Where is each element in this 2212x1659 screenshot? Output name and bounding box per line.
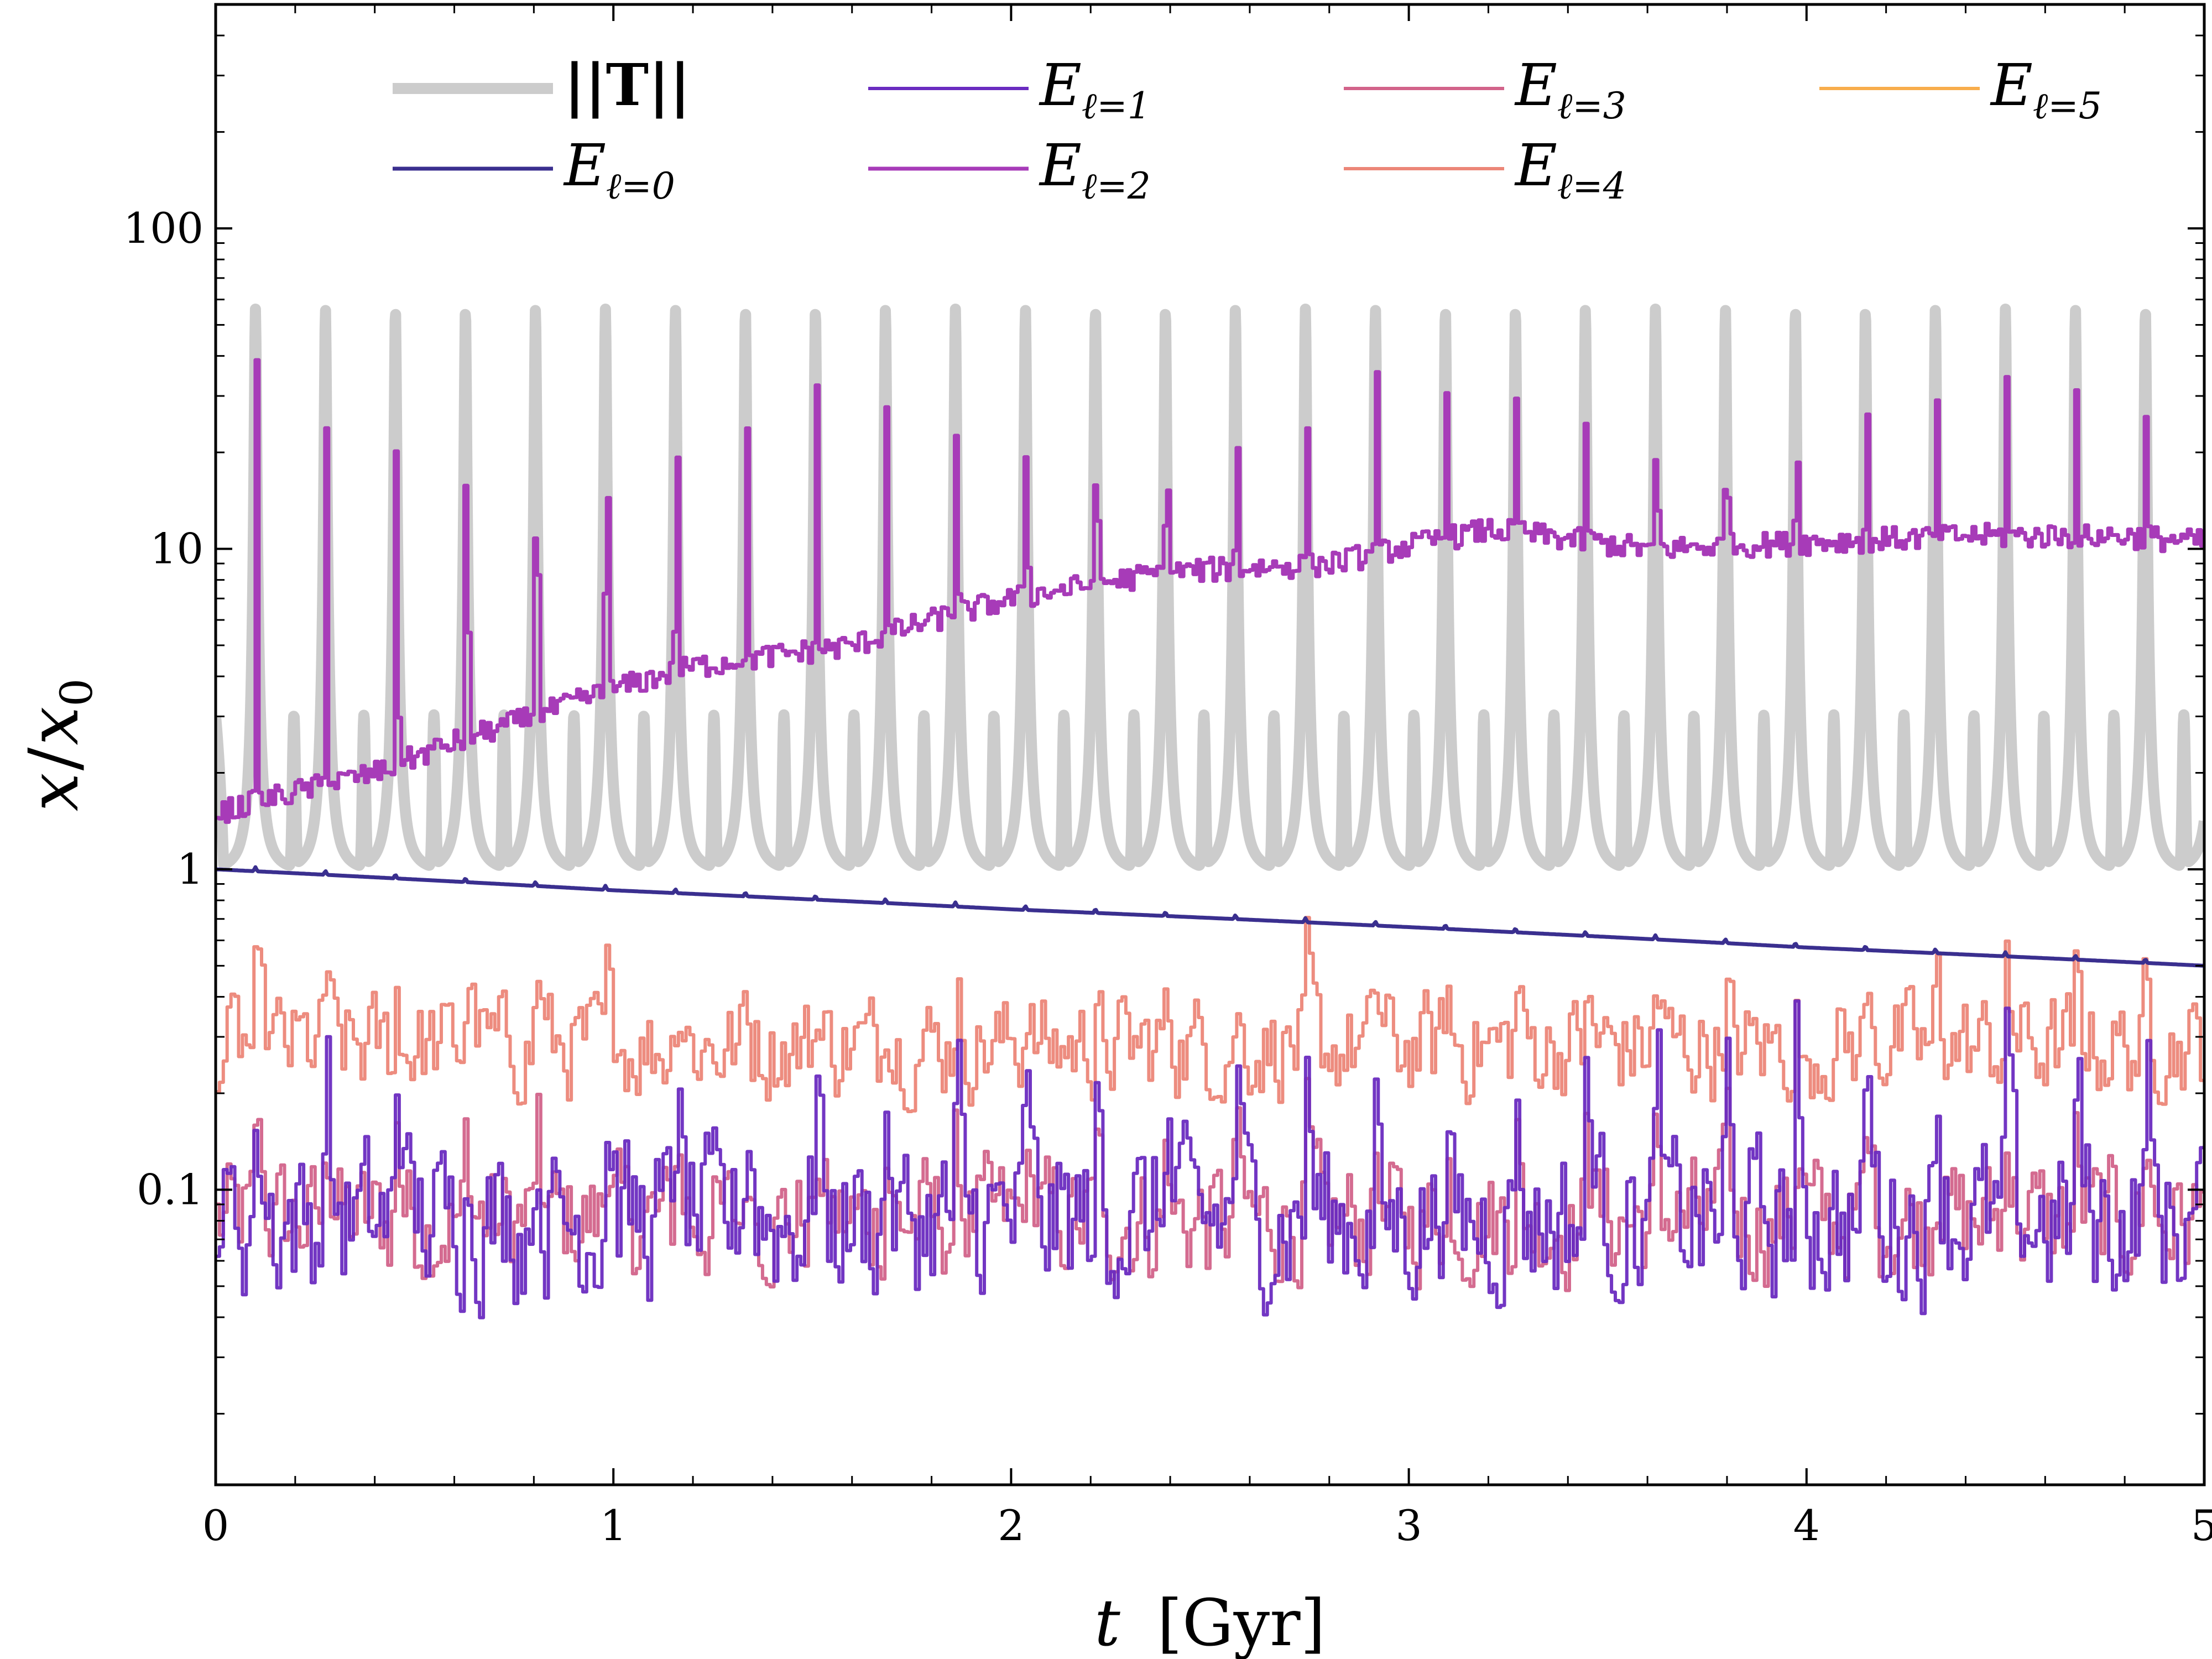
y-tick-label: 100 xyxy=(123,204,204,253)
legend-label-3: Eℓ=2 xyxy=(1039,132,1151,207)
series-line-e-l-2 xyxy=(216,358,2204,824)
y-axis-label: x/x0 xyxy=(14,679,102,812)
x-tick-label: 3 xyxy=(1395,1501,1422,1550)
legend-label-0: ||T|| xyxy=(564,51,691,119)
series-layer xyxy=(216,304,2204,1319)
x-tick-label: 1 xyxy=(600,1501,627,1550)
plot-frame xyxy=(214,3,2206,1486)
labels-layer: 0 1 2 3 4 5 0.1 1 10 100 xyxy=(123,204,2212,1550)
series-line-e-l-4 xyxy=(216,916,2204,1113)
legend-label-2: Eℓ=1 xyxy=(1039,51,1151,127)
series-line-e-l-1 xyxy=(216,999,2204,1319)
series-line--t xyxy=(216,304,2204,871)
x-axis-label: t [Gyr] xyxy=(1094,1586,1326,1659)
x-tick-label: 4 xyxy=(1793,1501,1820,1550)
legend-label-1: Eℓ=0 xyxy=(563,132,675,207)
series-line-e-l-0 xyxy=(216,865,2204,968)
legend-label-4: Eℓ=3 xyxy=(1514,51,1626,127)
legend-label-5: Eℓ=4 xyxy=(1514,132,1626,207)
x-tick-label: 5 xyxy=(2191,1501,2212,1550)
y-tick-label: 0.1 xyxy=(137,1165,204,1214)
y-tick-label: 10 xyxy=(150,524,204,573)
ticks-layer xyxy=(215,3,2205,1485)
legend: ||T|| Eℓ=0 Eℓ=1Eℓ=2 Eℓ=3Eℓ=4 Eℓ=5 xyxy=(393,51,2102,207)
legend-label-6: Eℓ=5 xyxy=(1990,51,2102,127)
x-tick-label: 0 xyxy=(202,1501,229,1550)
x-tick-label: 2 xyxy=(998,1501,1024,1550)
y-tick-label: 1 xyxy=(177,844,204,894)
